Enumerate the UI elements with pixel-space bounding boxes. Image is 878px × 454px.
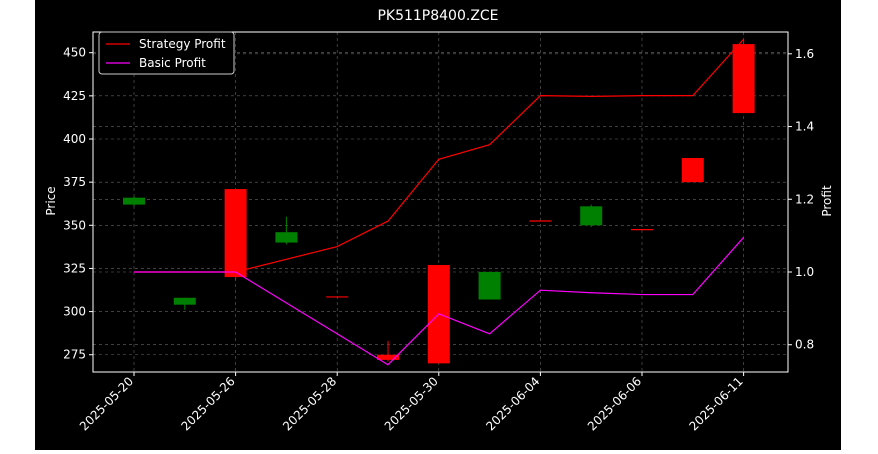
basic-profit-line xyxy=(134,237,745,366)
y-tick-label: 300 xyxy=(63,305,86,319)
candle-body xyxy=(732,44,755,114)
y-tick-label: 325 xyxy=(63,261,86,275)
profit-lines xyxy=(134,38,745,366)
candle-body xyxy=(681,157,704,183)
legend-label-strategy: Strategy Profit xyxy=(139,37,226,51)
legend-box xyxy=(98,31,235,75)
y2-tick-label: 0.8 xyxy=(795,338,814,352)
plot-frame xyxy=(92,31,789,373)
candle-body xyxy=(377,354,399,360)
y2-tick-label: 1.6 xyxy=(795,47,814,61)
y-tick-label: 275 xyxy=(63,348,86,362)
y2-axis-label: Profit xyxy=(820,185,834,217)
candle-body xyxy=(275,232,298,243)
y-tick-label: 425 xyxy=(63,89,86,103)
candle-body xyxy=(478,271,501,300)
y2-axis-ticks: 0.8 1.0 1.2 1.4 1.6 xyxy=(788,47,814,352)
y2-tick-label: 1.2 xyxy=(795,192,814,206)
y2-tick-label: 1.4 xyxy=(795,120,814,134)
y-tick-label: 375 xyxy=(63,175,86,189)
y-axis-ticks: 275 300 325 350 375 400 425 450 xyxy=(63,46,93,362)
legend-label-basic: Basic Profit xyxy=(139,56,206,70)
chart-title: PK511P8400.ZCE xyxy=(377,8,498,24)
candle-body xyxy=(224,189,247,278)
y-tick-label: 400 xyxy=(63,132,86,146)
candle-body xyxy=(580,206,603,226)
y-tick-label: 350 xyxy=(63,218,86,232)
y-tick-label: 450 xyxy=(63,46,86,60)
legend: Strategy Profit Basic Profit xyxy=(98,31,235,75)
y-axis-label: Price xyxy=(44,186,58,215)
y2-tick-label: 1.0 xyxy=(795,265,814,279)
candle-body xyxy=(123,197,145,205)
strategy-profit-line xyxy=(134,38,745,273)
candle-body xyxy=(173,297,196,305)
